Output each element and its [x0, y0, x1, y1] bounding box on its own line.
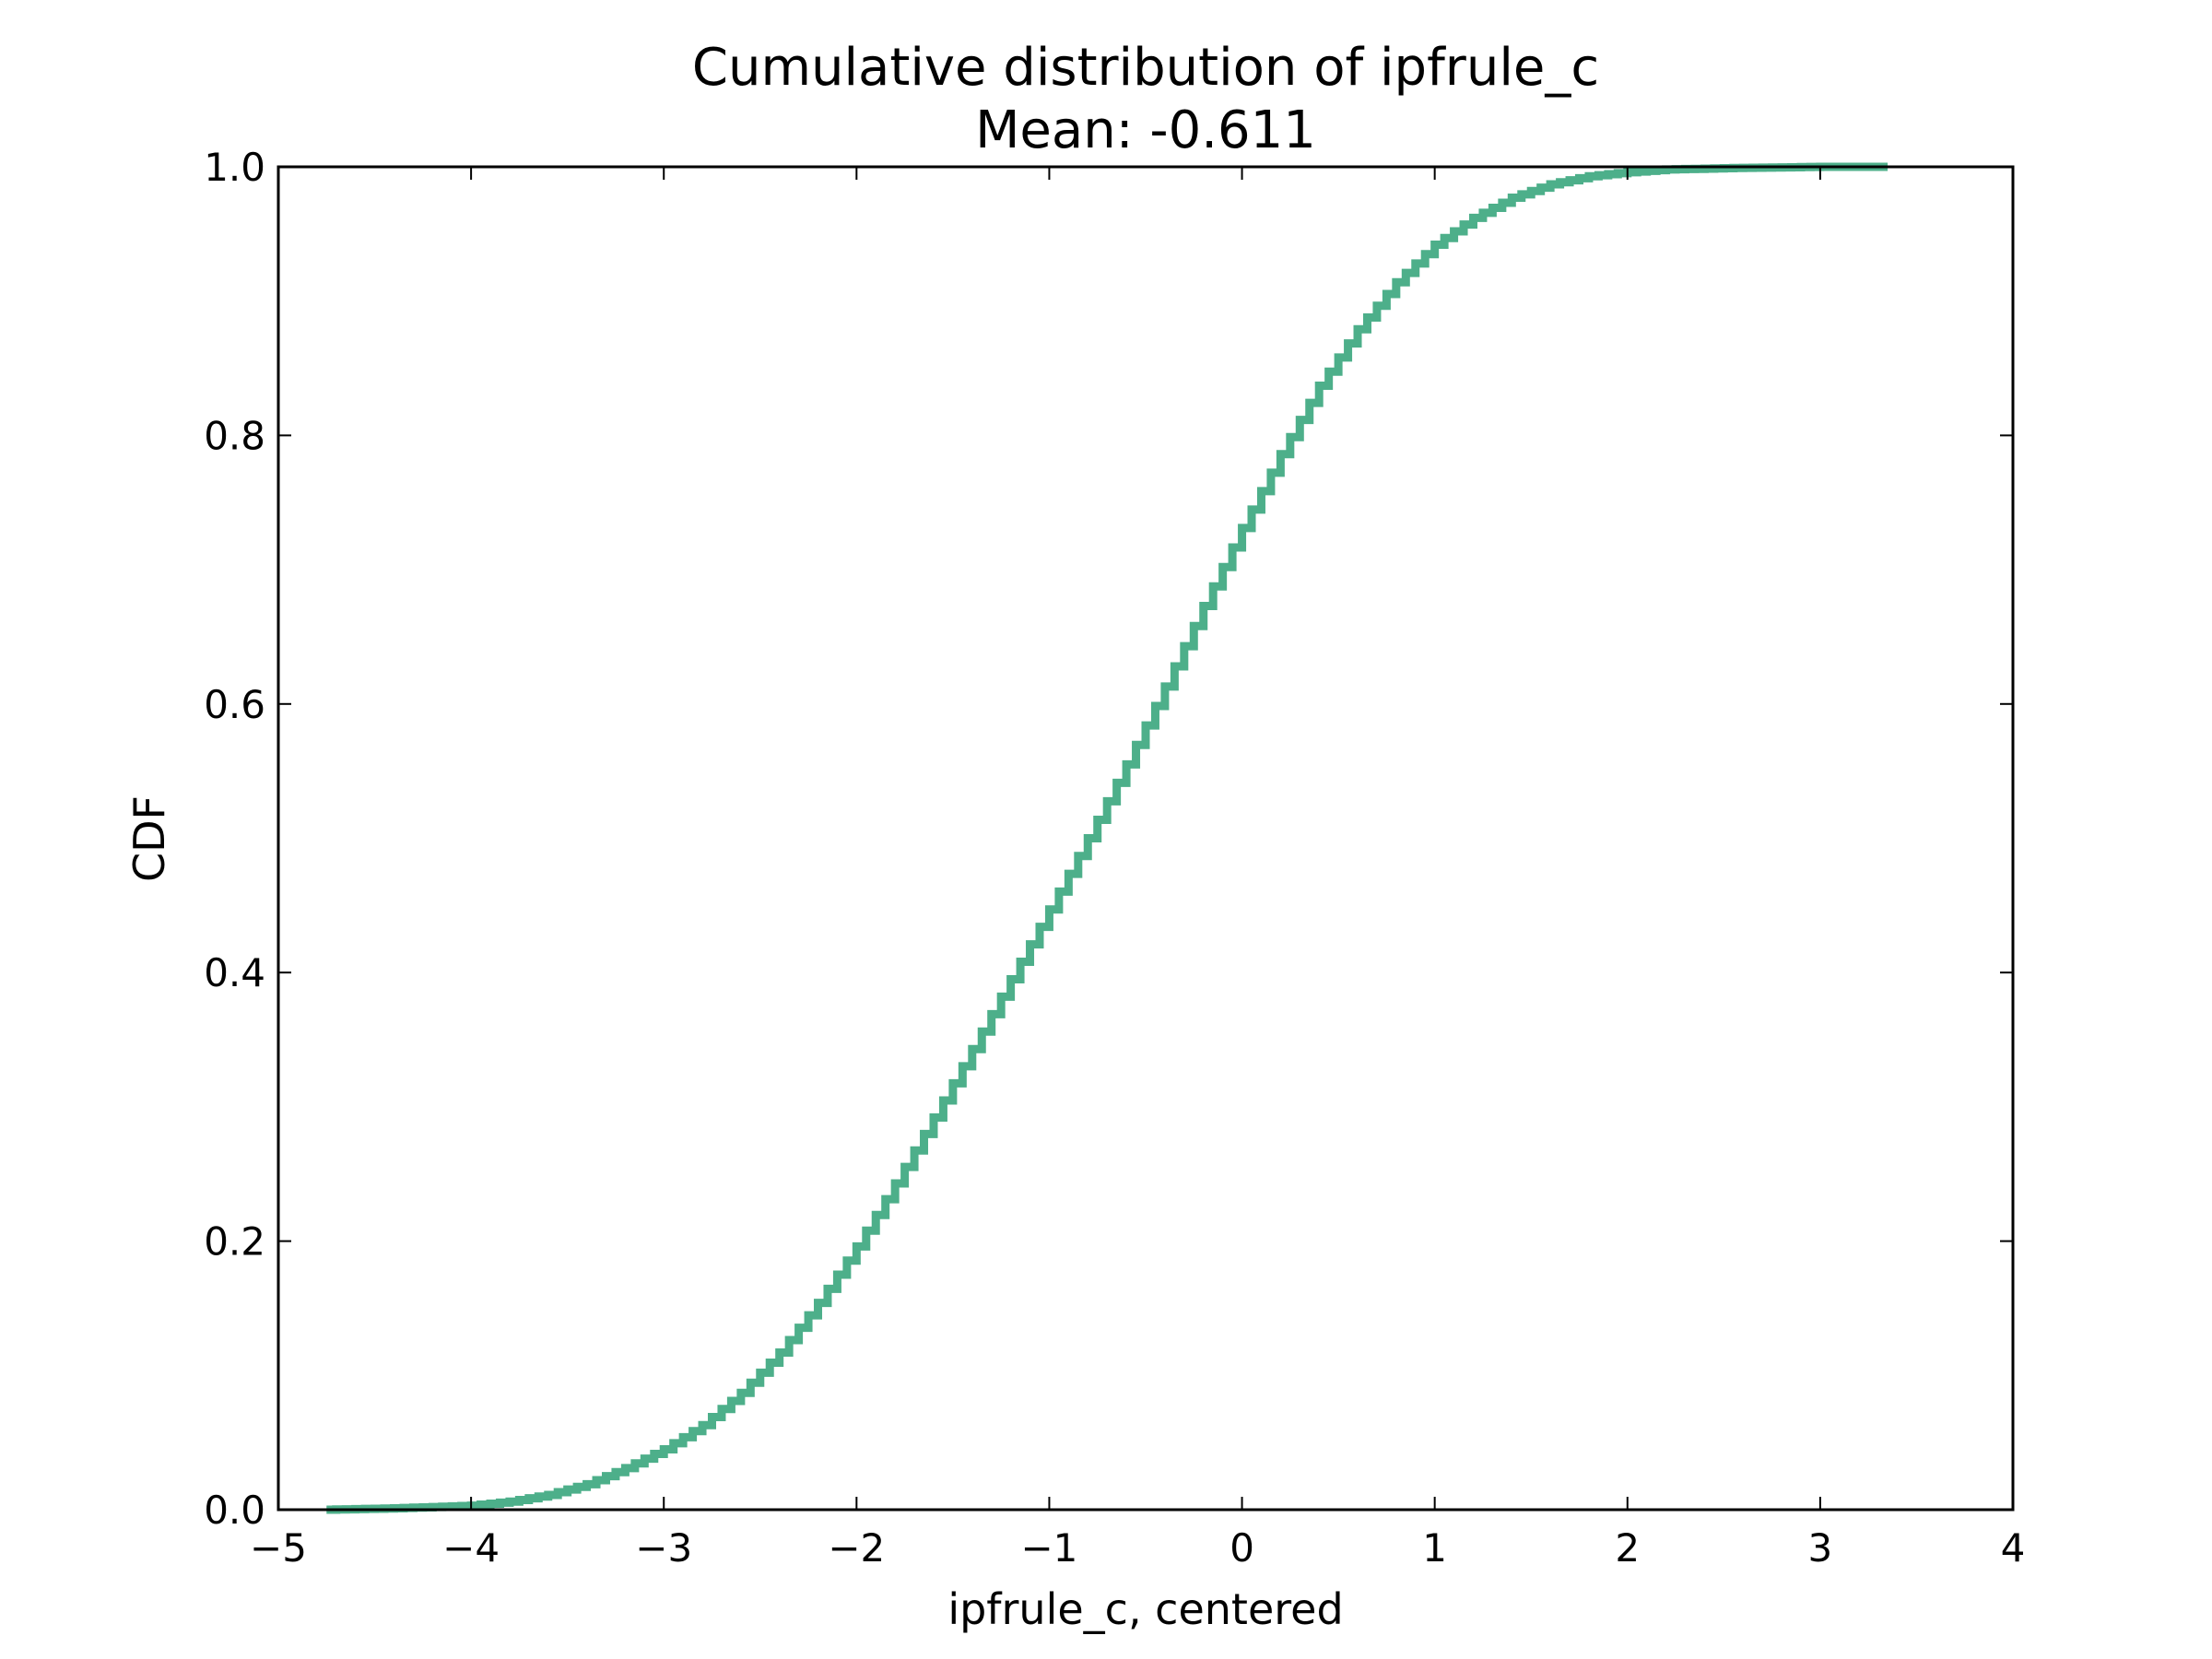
- x-tick-label: −4: [442, 1525, 500, 1571]
- x-tick-label: 2: [1615, 1525, 1640, 1571]
- y-tick-label: 0.6: [204, 682, 265, 727]
- y-tick-label: 0.4: [204, 950, 265, 995]
- title-group: Cumulative distribution of ipfrule_c Mea…: [692, 38, 1599, 160]
- y-axis: 0.0 0.2 0.4 0.6 0.8 1.0: [204, 145, 2013, 1533]
- chart-title: Cumulative distribution of ipfrule_c: [692, 38, 1599, 98]
- y-tick-label: 0.8: [204, 413, 265, 458]
- x-tick-label: −3: [635, 1525, 692, 1571]
- plot-frame: [276, 165, 2015, 1512]
- cdf-line-series-0: [326, 162, 1888, 1514]
- x-axis: −5 −4 −3 −2 −1 0 1 2 3 4: [250, 167, 2025, 1571]
- x-tick-label: −2: [828, 1525, 885, 1571]
- y-tick-label: 1.0: [204, 145, 265, 190]
- plot-area: [326, 162, 1888, 1514]
- x-tick-label: 1: [1422, 1525, 1447, 1571]
- x-tick-label: −1: [1020, 1525, 1077, 1571]
- x-tick-label: 3: [1808, 1525, 1833, 1571]
- y-axis-label: CDF: [124, 795, 174, 882]
- x-tick-label: −5: [250, 1525, 307, 1571]
- x-axis-label: ipfrule_c, centered: [947, 1584, 1343, 1634]
- y-tick-label: 0.2: [204, 1219, 265, 1265]
- chart-subtitle: Mean: -0.611: [975, 100, 1316, 160]
- y-tick-label: 0.0: [204, 1488, 265, 1533]
- x-tick-label: 4: [2001, 1525, 2026, 1571]
- x-tick-label: 0: [1230, 1525, 1254, 1571]
